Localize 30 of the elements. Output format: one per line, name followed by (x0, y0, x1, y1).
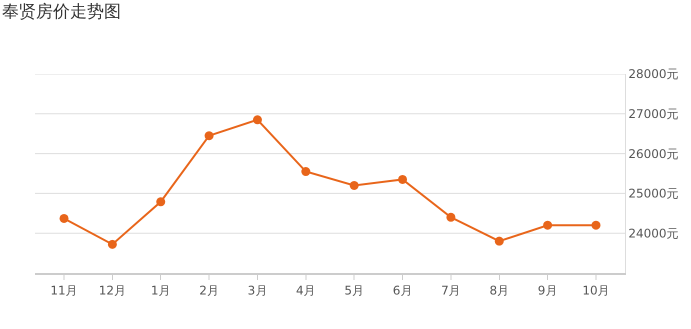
y-tick-label: 28000元 (628, 67, 679, 82)
point (204, 131, 214, 140)
chart-title: 奉贤房价走势图 (2, 2, 122, 22)
y-tick-label: 25000元 (628, 186, 679, 201)
x-tick-label: 6月 (392, 283, 412, 298)
y-tick-label: 26000元 (628, 146, 679, 161)
point (156, 197, 166, 206)
point (446, 212, 456, 222)
x-tick-label: 7月 (441, 283, 461, 298)
point (543, 220, 552, 230)
point (494, 236, 504, 246)
x-tick-label: 4月 (296, 283, 316, 298)
x-tick-label: 5月 (344, 283, 364, 298)
point (252, 115, 262, 124)
point (350, 180, 359, 190)
x-tick-label: 9月 (538, 283, 558, 298)
point (60, 214, 69, 223)
x-tick-label: 8月 (489, 283, 510, 298)
point (108, 240, 117, 249)
point (398, 174, 408, 184)
point (301, 167, 310, 176)
x-tick-label: 11月 (50, 283, 78, 298)
y-tick-label: 27000元 (628, 107, 679, 121)
x-tick-label: 3月 (248, 283, 268, 298)
x-tick-label: 2月 (199, 283, 219, 298)
y-tick-label: 24000元 (628, 226, 679, 240)
x-tick-label: 12月 (98, 283, 126, 298)
point (591, 220, 600, 230)
x-tick-label: 1月 (150, 283, 171, 298)
x-tick-label: 10月 (582, 283, 610, 298)
